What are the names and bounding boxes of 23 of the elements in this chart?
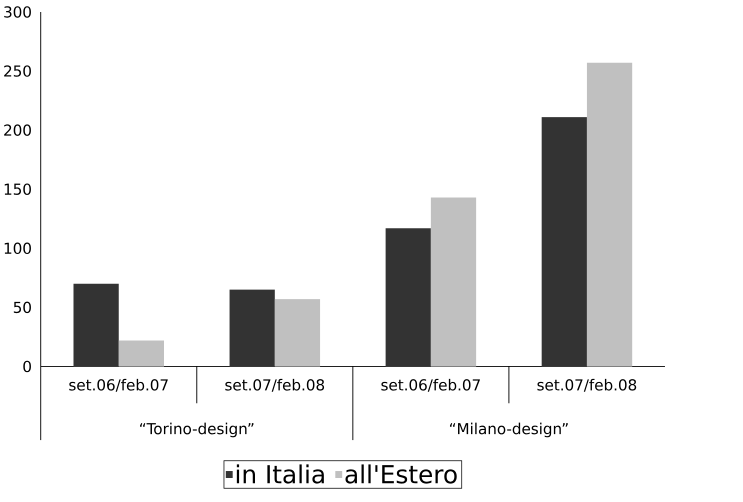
y-tick-label: 50 [14, 302, 31, 314]
bar [386, 228, 431, 367]
bar [430, 198, 476, 367]
legend-label: all'Estero [345, 464, 457, 484]
x-tick-label: set.06/feb.07 [69, 379, 168, 392]
text: “Torino-design” [140, 422, 254, 438]
y-tick-label: 250 [4, 65, 31, 77]
bar [230, 290, 275, 367]
y-tick-label: 200 [4, 124, 31, 136]
text: “Milano-design” [450, 422, 568, 438]
legend-label: in Italia [236, 464, 324, 484]
y-tick-label: 100 [4, 242, 31, 254]
x-tick-label: set.07/feb.08 [225, 379, 324, 392]
bar [73, 284, 119, 367]
y-tick-label: 300 [4, 6, 31, 18]
bar [586, 62, 632, 367]
bar [274, 299, 320, 367]
y-tick-label: 150 [4, 184, 31, 196]
x-tick-label: set.06/feb.07 [381, 379, 480, 392]
bar [542, 117, 587, 367]
x-tick-label: set.07/feb.08 [537, 379, 636, 392]
y-tick-label: 0 [23, 360, 31, 372]
bar [118, 340, 164, 367]
